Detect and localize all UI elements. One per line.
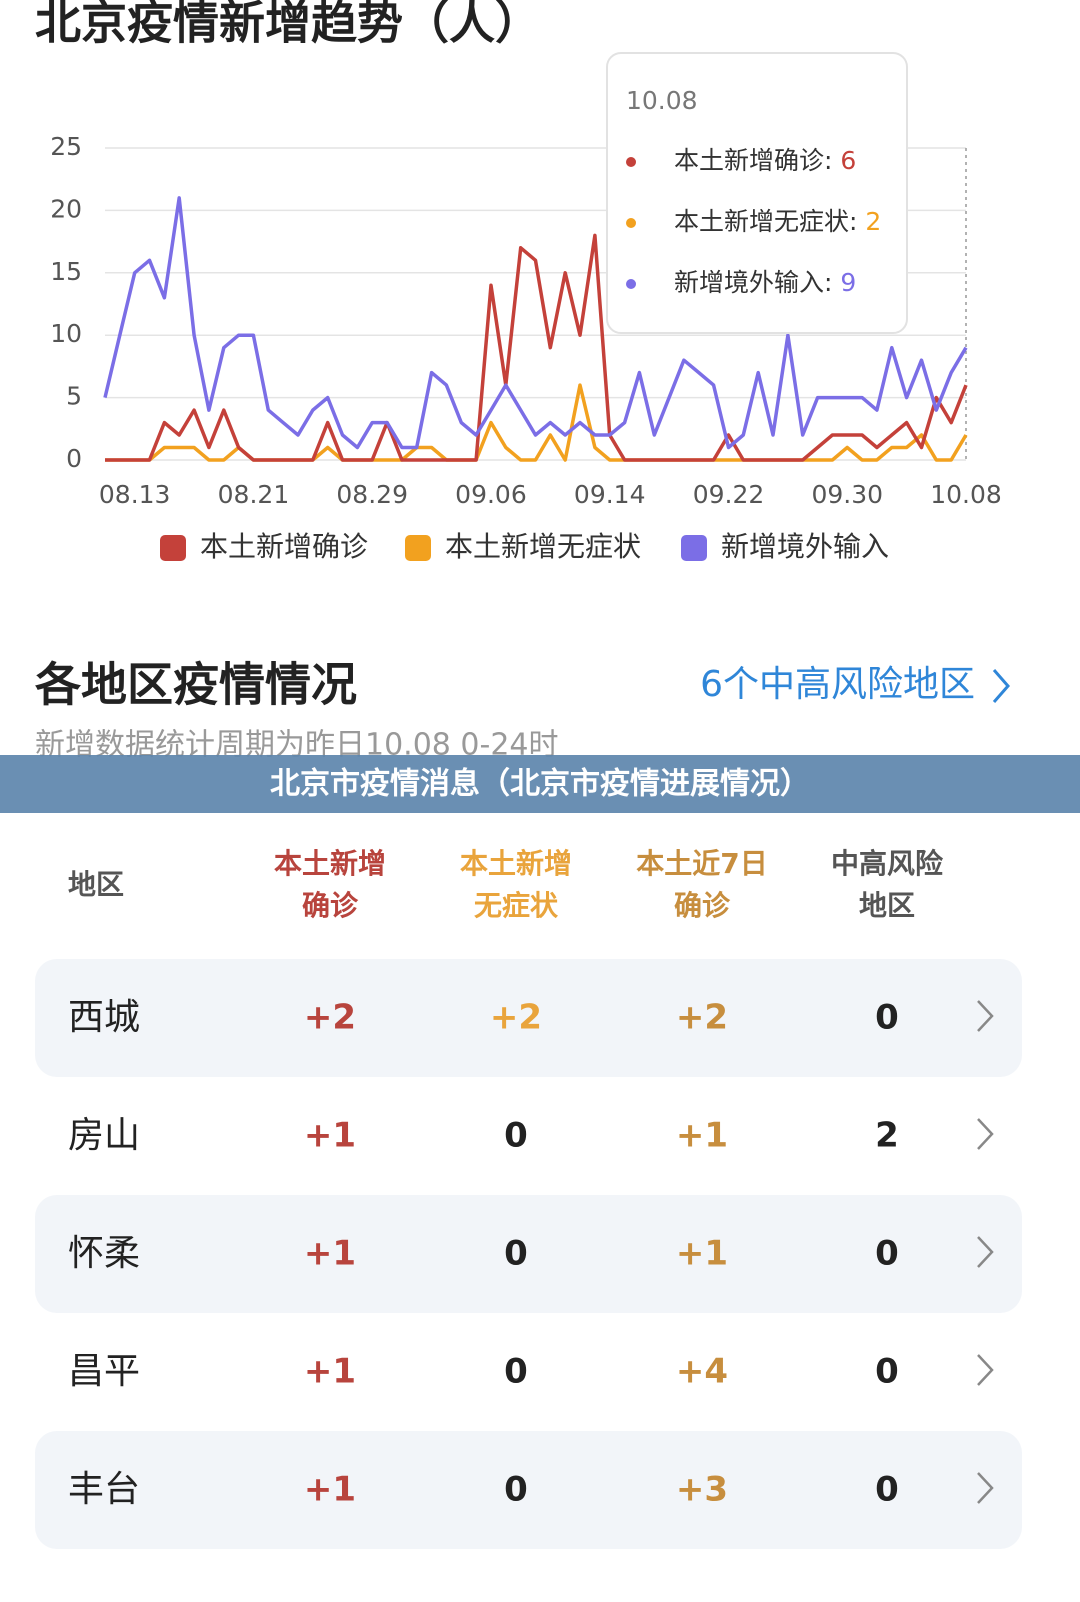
legend-label: 新增境外输入: [721, 530, 889, 563]
tooltip-box: [606, 52, 908, 334]
banner-bg: [0, 755, 1080, 813]
risk-link-chevron: [992, 669, 1010, 703]
tooltip-name: 新增境外输入: [674, 268, 824, 297]
region-name: 怀柔: [68, 1233, 140, 1274]
table-cell: +2: [304, 998, 356, 1038]
tooltip-name: 本土新增确诊: [674, 146, 824, 175]
tooltip-sep: :: [824, 146, 840, 175]
table-header: 无症状: [474, 889, 559, 922]
tooltip-row: 新增境外输入: 9: [674, 268, 856, 297]
table-header: 本土新增: [274, 847, 386, 880]
x-tick-label: 08.29: [336, 480, 408, 509]
x-tick-label: 08.21: [218, 480, 290, 509]
table-cell: +4: [676, 1352, 728, 1392]
row-chevron[interactable]: [977, 1236, 994, 1268]
x-tick-label: 10.08: [930, 480, 1002, 509]
tooltip-dot: [626, 279, 636, 289]
legend-swatch: [405, 535, 431, 561]
table-cell: +1: [676, 1234, 728, 1274]
table-cell: +1: [304, 1352, 356, 1392]
tooltip-row: 本土新增确诊: 6: [674, 146, 856, 175]
tooltip-sep: :: [824, 268, 840, 297]
y-tick-label: 20: [50, 194, 82, 223]
table-cell: 0: [504, 1470, 528, 1510]
region-name: 丰台: [68, 1469, 140, 1510]
tooltip-title: 10.08: [626, 86, 698, 115]
table-cell: 0: [875, 1470, 899, 1510]
tooltip-row: 本土新增无症状: 2: [674, 207, 881, 236]
banner-text: 北京市疫情消息（北京市疫情进展情况）: [270, 767, 810, 802]
row-bg: [35, 1195, 1022, 1313]
row-bg: [35, 1431, 1022, 1549]
risk-link[interactable]: 6个中高风险地区: [700, 664, 975, 705]
table-header: 确诊: [302, 889, 359, 922]
table-cell: 0: [504, 1116, 528, 1156]
series-line: [103, 196, 968, 450]
region-name: 西城: [68, 997, 140, 1038]
table-header: 确诊: [674, 889, 731, 922]
y-tick-label: 0: [66, 444, 82, 473]
row-bg: [35, 959, 1022, 1077]
table-cell: +1: [304, 1234, 356, 1274]
table-header: 本土新增: [460, 847, 572, 880]
row-chevron[interactable]: [977, 1354, 994, 1386]
y-tick-label: 5: [66, 382, 82, 411]
table-cell: 2: [875, 1116, 899, 1156]
y-tick-label: 10: [50, 319, 82, 348]
table-cell: +1: [676, 1116, 728, 1156]
tooltip: 10.08 本土新增确诊: 6 本土新增无症状: 2 新增境外输入: 9: [606, 52, 908, 334]
section-title: 各地区疫情情况: [35, 658, 357, 712]
region-name: 昌平: [68, 1351, 140, 1392]
table-cell: +1: [304, 1470, 356, 1510]
table-cell: 0: [504, 1234, 528, 1274]
table-header: 地区: [68, 868, 124, 901]
tooltip-dot: [626, 157, 636, 167]
x-tick-label: 09.14: [574, 480, 646, 509]
legend-label: 本土新增无症状: [445, 530, 641, 563]
y-tick-label: 15: [50, 257, 82, 286]
table-cell: 0: [875, 1234, 899, 1274]
legend-swatch: [160, 535, 186, 561]
tooltip-name: 本土新增无症状: [674, 207, 849, 236]
row-chevron[interactable]: [977, 1118, 994, 1150]
region-name: 房山: [68, 1115, 140, 1156]
legend-swatch: [681, 535, 707, 561]
row-chevron[interactable]: [977, 1000, 994, 1032]
table-cell: +2: [490, 998, 542, 1038]
tooltip-value: 9: [840, 268, 856, 297]
table-cell: +2: [676, 998, 728, 1038]
x-tick-label: 09.30: [811, 480, 883, 509]
table-cell: +1: [304, 1116, 356, 1156]
table-cell: 0: [875, 1352, 899, 1392]
row-chevron[interactable]: [977, 1472, 994, 1504]
tooltip-dot: [626, 218, 636, 228]
tooltip-value: 6: [840, 146, 856, 175]
table-cell: 0: [875, 998, 899, 1038]
table-cell: 0: [504, 1352, 528, 1392]
table-cell: +3: [676, 1470, 728, 1510]
series-line: [105, 233, 968, 462]
tooltip-value: 2: [865, 207, 881, 236]
tooltip-sep: :: [849, 207, 865, 236]
x-tick-label: 09.22: [693, 480, 765, 509]
y-tick-label: 25: [50, 132, 82, 161]
legend-label: 本土新增确诊: [200, 530, 368, 563]
table-header: 本土近7日: [636, 847, 767, 880]
x-tick-label: 08.13: [99, 480, 171, 509]
chart-title: 北京疫情新增趋势（人）: [35, 0, 541, 50]
table-header: 中高风险: [831, 847, 944, 880]
x-tick-label: 09.06: [455, 480, 527, 509]
table-header: 地区: [859, 889, 915, 922]
